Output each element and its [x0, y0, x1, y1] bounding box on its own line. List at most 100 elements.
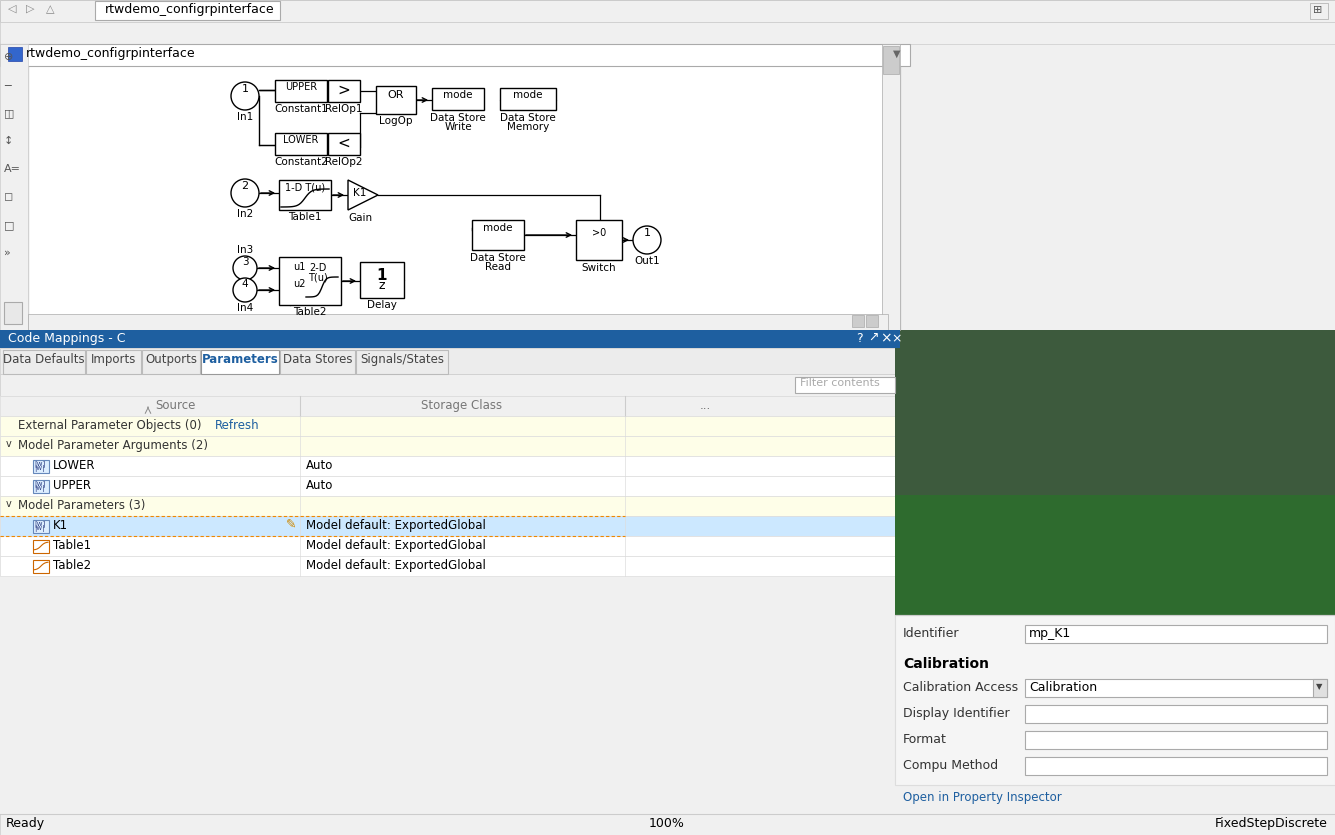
Text: Format: Format	[902, 733, 947, 746]
Text: Constant1: Constant1	[274, 104, 328, 114]
Bar	[0, 456, 900, 476]
Text: Code Mappings - C: Code Mappings - C	[8, 332, 125, 345]
Text: Switch: Switch	[582, 263, 617, 273]
Text: UPPER: UPPER	[53, 479, 91, 492]
Text: >: >	[338, 83, 350, 98]
Bar	[0, 436, 900, 456]
Text: v: v	[5, 499, 12, 509]
Text: Delay: Delay	[367, 300, 396, 310]
Bar	[279, 257, 340, 305]
Bar	[1025, 705, 1327, 723]
Bar	[433, 88, 485, 110]
Text: Data Defaults: Data Defaults	[3, 353, 85, 366]
Bar	[3, 350, 85, 374]
Text: 1: 1	[643, 228, 650, 238]
Text: mode: mode	[513, 90, 543, 100]
Text: Model Parameter Arguments (2): Model Parameter Arguments (2)	[17, 439, 208, 452]
Text: [w]: [w]	[33, 460, 45, 467]
Text: ─: ─	[4, 80, 11, 90]
Text: 1: 1	[376, 268, 387, 283]
Bar	[575, 220, 622, 260]
Text: Auto: Auto	[306, 479, 334, 492]
Text: Data Store: Data Store	[470, 253, 526, 263]
Text: Table2: Table2	[294, 307, 327, 317]
Text: [w]: [w]	[33, 480, 45, 487]
Text: ×: ×	[880, 331, 892, 345]
Bar	[33, 560, 49, 573]
Text: ?: ?	[856, 332, 862, 345]
Bar	[0, 496, 900, 516]
Text: Display Identifier: Display Identifier	[902, 707, 1009, 720]
Text: 100%: 100%	[649, 817, 685, 830]
Text: |w|: |w|	[33, 525, 44, 532]
Bar	[0, 396, 900, 416]
Bar	[4, 302, 21, 324]
Text: Model default: ExportedGlobal: Model default: ExportedGlobal	[306, 539, 486, 552]
Bar	[882, 44, 900, 330]
Text: In4: In4	[236, 303, 254, 313]
Bar	[28, 314, 888, 330]
Text: ▼: ▼	[893, 49, 901, 59]
Bar	[0, 556, 900, 576]
Text: Auto: Auto	[306, 459, 334, 472]
Text: >0: >0	[591, 228, 606, 238]
Text: ⊞: ⊞	[1314, 5, 1323, 15]
Text: K1: K1	[354, 188, 367, 198]
Bar	[360, 262, 405, 298]
Text: A=: A=	[4, 164, 21, 174]
Bar	[0, 44, 28, 330]
Circle shape	[231, 82, 259, 110]
Text: [w]: [w]	[33, 520, 45, 527]
Bar	[275, 80, 327, 102]
Bar	[0, 416, 900, 436]
Bar	[852, 315, 864, 327]
Text: rtwdemo_configrpinterface: rtwdemo_configrpinterface	[25, 47, 196, 60]
Bar	[796, 377, 894, 393]
Bar	[376, 86, 417, 114]
Text: Open in Property Inspector: Open in Property Inspector	[902, 791, 1061, 804]
Text: mode: mode	[443, 90, 473, 100]
Text: ×: ×	[890, 332, 901, 345]
Text: 2-D: 2-D	[310, 263, 327, 273]
Text: Data Store: Data Store	[430, 113, 486, 123]
Bar	[280, 350, 355, 374]
Text: △: △	[45, 4, 55, 14]
Bar	[501, 88, 555, 110]
Text: OR: OR	[387, 90, 405, 100]
Bar	[0, 330, 900, 348]
Text: In2: In2	[236, 209, 254, 219]
Text: Model default: ExportedGlobal: Model default: ExportedGlobal	[306, 519, 486, 532]
Text: Constant2: Constant2	[274, 157, 328, 167]
Text: Model default: ExportedGlobal: Model default: ExportedGlobal	[306, 559, 486, 572]
Bar	[33, 460, 49, 473]
Bar	[356, 350, 449, 374]
Bar	[1314, 679, 1327, 697]
Text: Data Stores: Data Stores	[283, 353, 352, 366]
Bar	[0, 516, 900, 536]
Bar	[33, 480, 49, 493]
Polygon shape	[348, 180, 378, 210]
Text: ⊕: ⊕	[4, 52, 13, 62]
Text: Source: Source	[155, 399, 195, 412]
Bar	[8, 47, 21, 61]
Text: Parameters: Parameters	[202, 353, 279, 366]
Text: In1: In1	[236, 112, 254, 122]
Bar	[202, 350, 279, 374]
Text: u2: u2	[292, 279, 306, 289]
Bar	[33, 540, 49, 553]
Text: Gain: Gain	[348, 213, 372, 223]
Text: ◻: ◻	[4, 192, 13, 202]
Bar	[894, 330, 1335, 495]
Text: RelOp2: RelOp2	[326, 157, 363, 167]
Text: Ready: Ready	[5, 817, 45, 830]
Text: □: □	[4, 220, 15, 230]
Text: <: <	[338, 136, 350, 151]
Text: ▼: ▼	[1316, 682, 1323, 691]
Text: RelOp1: RelOp1	[326, 104, 363, 114]
Circle shape	[633, 226, 661, 254]
Bar	[0, 348, 900, 374]
Bar	[0, 374, 900, 396]
Text: 2: 2	[242, 181, 248, 191]
Circle shape	[234, 278, 258, 302]
Bar	[142, 350, 200, 374]
